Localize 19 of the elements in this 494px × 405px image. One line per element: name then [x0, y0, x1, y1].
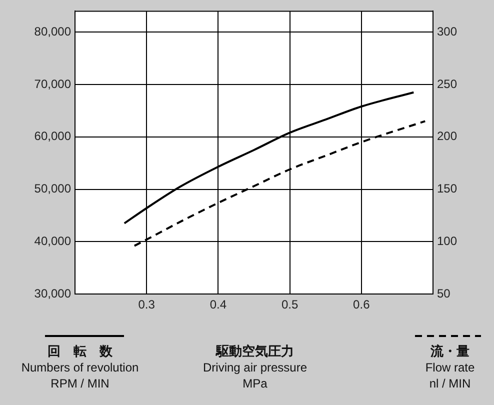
y-tick-label: 70,000	[34, 76, 72, 91]
y-tick-label: 40,000	[34, 234, 72, 248]
y-tick-label: 80,000	[34, 24, 72, 38]
y2-tick-label: 200	[437, 129, 458, 144]
y2-tick-label: 250	[437, 76, 458, 91]
x-tick-label: 0.6	[353, 298, 370, 312]
y-tick-label: 30,000	[34, 286, 72, 300]
y-tick-label: 60,000	[34, 129, 72, 144]
y2-tick-label: 50	[437, 286, 451, 300]
x-axis-title: 駆動空気圧力 Driving air pressure MPa	[202, 344, 308, 390]
y2-tick-label: 100	[437, 234, 458, 248]
y2-axis-title: 流・量 Flow rate nl / MIN	[425, 344, 475, 390]
x-tick-label: 0.5	[281, 298, 298, 312]
x-tick-label: 0.3	[138, 298, 156, 312]
x-tick-label: 0.4	[210, 298, 227, 312]
y-axis-title: 回 転 数 Numbers of revolution RPM / MIN	[21, 344, 139, 390]
y2-tick-label: 300	[437, 24, 458, 38]
y-tick-label: 50,000	[34, 182, 72, 196]
y2-tick-label: 150	[437, 182, 458, 196]
